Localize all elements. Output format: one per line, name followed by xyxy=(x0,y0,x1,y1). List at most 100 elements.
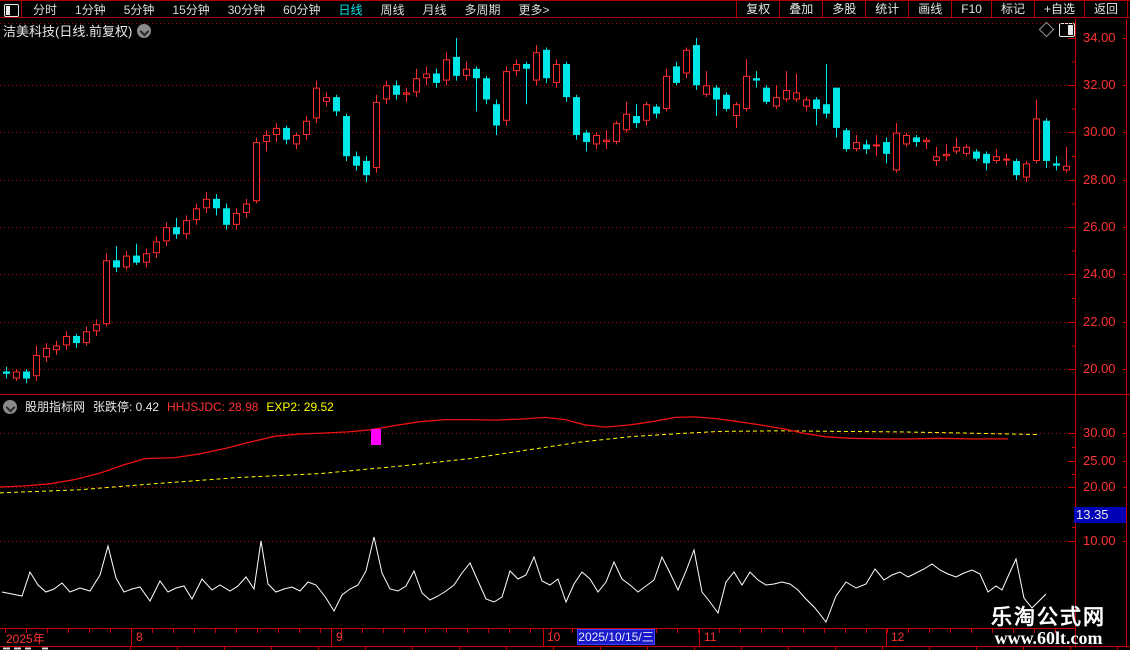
candle-up xyxy=(793,92,800,100)
action-button[interactable]: 返回 xyxy=(1083,1,1127,17)
panel-toggle-icon[interactable] xyxy=(1059,23,1075,37)
candle-down xyxy=(1043,120,1050,161)
candle-down xyxy=(573,97,580,135)
period-menu-item[interactable]: 日线 xyxy=(338,2,363,17)
action-button[interactable]: 标记 xyxy=(990,1,1034,17)
candle-down xyxy=(473,68,480,79)
candle-down xyxy=(133,255,140,263)
candle-up xyxy=(63,335,70,346)
candle-down xyxy=(283,127,290,140)
indicator-price-label: 30.00 xyxy=(1083,425,1116,440)
candle-up xyxy=(703,85,710,95)
candle-up xyxy=(803,99,810,107)
candle-down xyxy=(223,208,230,225)
candle-up xyxy=(963,146,970,154)
candle-down xyxy=(763,87,770,102)
panel-split-icon[interactable] xyxy=(4,4,19,17)
candle-up xyxy=(303,120,310,135)
period-menu-item[interactable]: 多周期 xyxy=(464,2,501,17)
indicator-value-3: EXP2: 29.52 xyxy=(266,399,334,414)
candle-up xyxy=(233,213,240,225)
candle-down xyxy=(693,45,700,86)
period-menu-item[interactable]: 更多> xyxy=(518,2,550,17)
candle-up xyxy=(623,113,630,131)
candle-down xyxy=(433,73,440,83)
candle-up xyxy=(463,68,470,76)
candle-up xyxy=(533,52,540,81)
indicator-price-label: 25.00 xyxy=(1083,453,1116,468)
candle-up xyxy=(373,101,380,169)
exp2-line xyxy=(0,430,1041,494)
signal-marker xyxy=(371,429,381,445)
candle-down xyxy=(883,142,890,154)
chevron-down-circle-icon[interactable] xyxy=(137,23,152,38)
candle-up xyxy=(513,64,520,72)
chevron-down-circle-icon[interactable] xyxy=(3,399,17,414)
candle-down xyxy=(343,116,350,157)
candle-up xyxy=(593,134,600,145)
candle-down xyxy=(723,94,730,109)
hhjsjdc-line xyxy=(0,416,1008,488)
price-label: 24.00 xyxy=(1083,266,1116,281)
candle-up xyxy=(243,203,250,214)
candle-down xyxy=(843,130,850,150)
price-label: 28.00 xyxy=(1083,172,1116,187)
period-menu-item[interactable]: 1分钟 xyxy=(75,2,106,17)
candle-up xyxy=(943,153,950,157)
candle-down xyxy=(633,116,640,124)
action-button[interactable]: 叠加 xyxy=(779,1,822,17)
selected-date-badge: 2025/10/15/三 xyxy=(577,629,655,645)
candle-up xyxy=(443,59,450,81)
candle-up xyxy=(293,134,300,145)
candle-up xyxy=(773,97,780,107)
watermark-title: 乐淘公式网 xyxy=(991,606,1106,629)
candle-down xyxy=(833,87,840,128)
candle-down xyxy=(73,335,80,344)
candle-up xyxy=(1033,118,1040,161)
price-label: 30.00 xyxy=(1083,124,1116,139)
date-label: 8 xyxy=(136,630,143,644)
candle-up xyxy=(323,97,330,102)
indicator-price-label: 20.00 xyxy=(1083,479,1116,494)
candle-down xyxy=(23,371,30,379)
candle-up xyxy=(893,132,900,171)
period-menu-item[interactable]: 分时 xyxy=(33,2,58,17)
candle-up xyxy=(903,134,910,145)
action-button[interactable]: +自选 xyxy=(1033,1,1084,17)
action-button[interactable]: 多股 xyxy=(822,1,865,17)
period-menu-item[interactable]: 30分钟 xyxy=(227,2,266,17)
candle-up xyxy=(923,139,930,143)
candle-up xyxy=(663,75,670,109)
period-menu-item[interactable]: 60分钟 xyxy=(283,2,321,17)
indicator-value-1: 张跌停: 0.42 xyxy=(93,400,160,414)
candle-up xyxy=(873,144,880,147)
candle-up xyxy=(183,220,190,235)
period-menu-item[interactable]: 15分钟 xyxy=(172,2,210,17)
period-menu-item[interactable]: 5分钟 xyxy=(123,2,155,17)
oscillator-line xyxy=(1,536,1047,624)
action-menu: 复权 叠加 多股 统计 画线 F10 标记 +自选 返回 xyxy=(736,1,1128,17)
candle-up xyxy=(553,64,560,83)
indicator-price-label: 10.00 xyxy=(1083,533,1116,548)
period-menu-item[interactable]: 周线 xyxy=(380,2,405,17)
candle-up xyxy=(1023,163,1030,178)
candle-up xyxy=(733,104,740,117)
candle-down xyxy=(753,78,760,81)
date-label: 9 xyxy=(336,630,343,644)
chart-title-row: 洁美科技(日线.前复权) xyxy=(3,21,152,40)
page-title: 洁美科技(日线.前复权) xyxy=(3,24,133,39)
action-button[interactable]: 画线 xyxy=(908,1,951,17)
action-button[interactable]: 复权 xyxy=(736,1,779,17)
period-menu-item[interactable]: 月线 xyxy=(422,2,447,17)
action-button[interactable]: 统计 xyxy=(865,1,908,17)
candle-down xyxy=(173,227,180,235)
candle-up xyxy=(33,354,40,377)
candle-up xyxy=(993,156,1000,161)
candle-down xyxy=(453,56,460,76)
action-button[interactable]: F10 xyxy=(951,1,991,17)
candle-down xyxy=(983,153,990,164)
candle-up xyxy=(93,324,100,332)
price-label: 26.00 xyxy=(1083,219,1116,234)
